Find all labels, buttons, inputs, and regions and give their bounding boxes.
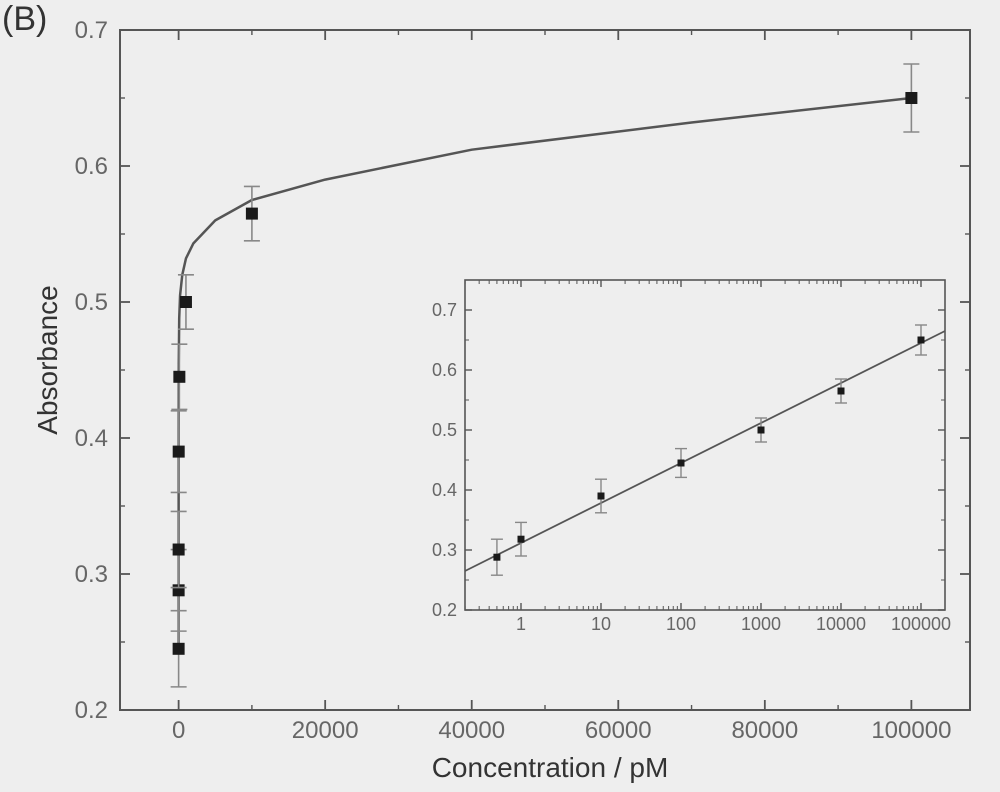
svg-text:100: 100 (666, 614, 696, 634)
svg-text:0.5: 0.5 (75, 289, 108, 316)
svg-text:20000: 20000 (292, 717, 359, 744)
svg-text:0.2: 0.2 (432, 600, 457, 620)
svg-text:80000: 80000 (731, 717, 798, 744)
svg-text:60000: 60000 (585, 717, 652, 744)
svg-text:10000: 10000 (816, 614, 866, 634)
svg-text:0: 0 (172, 717, 185, 744)
svg-text:1: 1 (516, 614, 526, 634)
svg-text:0.4: 0.4 (75, 425, 108, 452)
svg-text:0.4: 0.4 (432, 480, 457, 500)
svg-text:0.5: 0.5 (432, 420, 457, 440)
svg-text:0.3: 0.3 (75, 561, 108, 588)
svg-text:0.2: 0.2 (75, 697, 108, 724)
svg-text:0.7: 0.7 (75, 17, 108, 44)
chart-svg: 0 20000 40000 60000 80000 100000 0.2 0.3 0.4 0.5 0… (0, 0, 1000, 792)
svg-text:100000: 100000 (891, 614, 951, 634)
svg-text:0.3: 0.3 (432, 540, 457, 560)
svg-text:1000: 1000 (741, 614, 781, 634)
svg-text:0.6: 0.6 (75, 153, 108, 180)
svg-text:100000: 100000 (871, 717, 951, 744)
svg-text:0.6: 0.6 (432, 360, 457, 380)
svg-text:0.7: 0.7 (432, 300, 457, 320)
svg-text:10: 10 (591, 614, 611, 634)
svg-text:40000: 40000 (438, 717, 505, 744)
